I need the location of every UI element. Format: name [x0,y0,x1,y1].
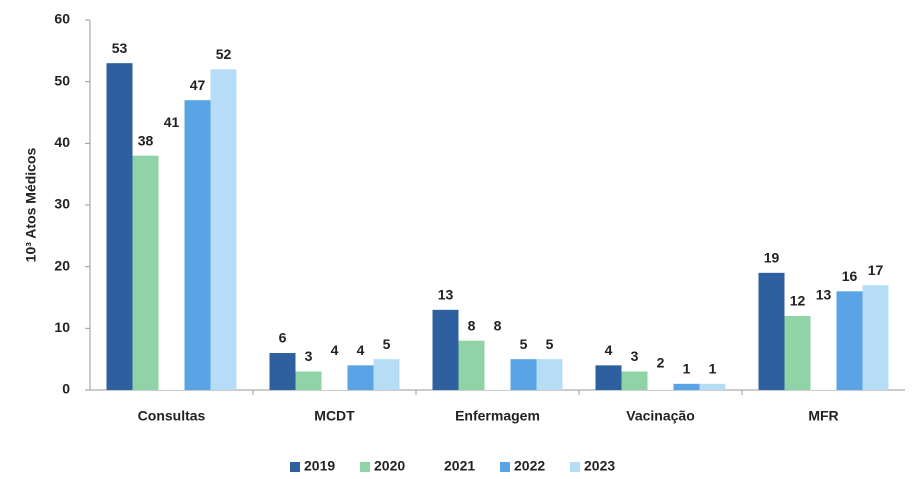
bar [810,309,837,390]
value-label: 6 [279,330,287,346]
value-label: 53 [112,40,128,56]
bar [158,137,185,390]
y-tick-label: 20 [54,257,70,273]
x-tick-label: Vacinação [626,408,695,424]
value-label: 5 [520,336,528,352]
bar [595,365,622,390]
bar [132,155,159,390]
bar [621,371,648,390]
bar [699,383,726,390]
value-label: 3 [305,348,313,364]
value-label: 1 [709,361,717,377]
bar [321,365,348,390]
bar [373,359,400,390]
bar [510,359,537,390]
bar [432,309,459,390]
legend-swatch [290,462,300,472]
bar [458,340,485,390]
value-label: 3 [631,348,639,364]
value-label: 8 [494,317,502,333]
x-tick-label: Enfermagem [455,408,540,424]
bar [536,359,563,390]
value-label: 1 [683,361,691,377]
y-tick-label: 40 [54,134,70,150]
value-label: 5 [383,336,391,352]
bar [836,291,863,390]
bar [295,371,322,390]
y-axis-label: 10³ Atos Médicos [23,147,39,262]
bar [210,69,237,390]
y-tick-label: 10 [54,319,70,335]
y-tick-label: 30 [54,196,70,212]
value-label: 47 [190,77,206,93]
value-label: 52 [216,46,232,62]
bar [862,285,889,390]
y-tick-label: 60 [54,11,70,27]
value-label: 4 [357,342,365,358]
x-tick-label: MCDT [314,408,355,424]
bar [758,272,785,390]
bar [784,316,811,390]
value-label: 8 [468,317,476,333]
value-label: 12 [790,293,806,309]
bar [673,383,700,390]
value-label: 17 [868,262,884,278]
legend-swatch [360,462,370,472]
value-label: 4 [331,342,339,358]
legend-label: 2021 [444,458,475,474]
value-label: 2 [657,354,665,370]
bar [484,340,511,390]
value-label: 13 [438,287,454,303]
value-label: 38 [138,132,154,148]
y-tick-label: 0 [62,381,70,397]
value-label: 19 [764,250,780,266]
bar [647,377,674,390]
legend-swatch [500,462,510,472]
value-label: 16 [842,268,858,284]
y-tick-label: 50 [54,72,70,88]
legend-label: 2022 [514,458,545,474]
value-label: 5 [546,336,554,352]
legend-label: 2020 [374,458,405,474]
legend-swatch [430,462,440,472]
x-tick-label: Consultas [138,408,206,424]
legend-label: 2019 [304,458,335,474]
value-label: 4 [605,342,613,358]
legend-swatch [570,462,580,472]
value-label: 13 [816,287,832,303]
x-tick-label: MFR [808,408,838,424]
bar [106,63,133,391]
legend-label: 2023 [584,458,615,474]
bar [347,365,374,390]
value-label: 41 [164,114,180,130]
bar [184,100,211,391]
bar [269,353,296,390]
